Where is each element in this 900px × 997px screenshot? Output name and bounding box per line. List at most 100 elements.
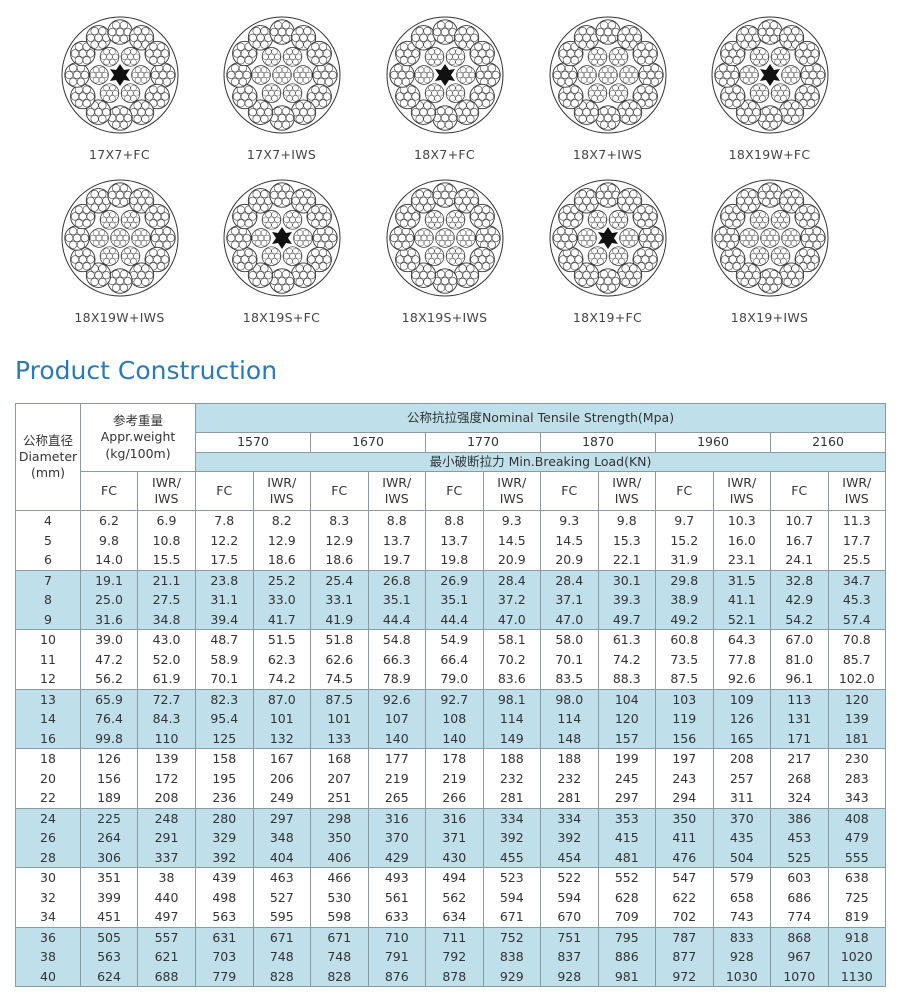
value-cell: 206 [252,768,311,788]
value-cell: 58.1 [482,629,541,650]
rope-diagram [60,178,180,298]
header-line: IWR/ [382,474,412,490]
data-row: 16 99.8 110 125 132 133 140 140 149 148 157 156 165 1… [15,728,887,749]
value-cell: 370 [712,807,771,828]
value-cell: 41.1 [712,590,771,610]
value-cell: 149 [482,728,541,749]
value-cell: 454 [540,847,599,868]
value-cell: 45.3 [827,590,887,610]
value-cell: 251 [310,788,369,808]
value-cell: 39.0 [80,629,138,650]
value-cell: 28.4 [482,569,541,590]
value-cell: 83.6 [482,669,541,689]
value-cell: 13.7 [367,530,426,550]
data-row: 34 451 497 563 595 598 633 634 671 670 709 702 743 77… [15,907,887,927]
value-cell: 792 [425,947,484,967]
rope-gallery: 17X7+FC 17X7+IWS 18X7+FC 18X7+IWS 18X19W+FC 1… [0,0,900,330]
value-cell: 711 [425,926,484,947]
data-row: 9 31.6 34.8 39.4 41.7 41.9 44.4 44.4 47.0 47.0 49.… [15,609,887,630]
rope-diagram [548,15,668,135]
value-cell: 9.8 [80,530,138,550]
value-cell: 557 [137,926,196,947]
value-cell: 60.8 [655,629,714,650]
value-cell: 125 [195,728,254,749]
value-cell: 638 [827,867,887,888]
value-cell: 918 [827,926,887,947]
value-cell: 113 [770,688,829,709]
value-cell: 306 [80,847,138,868]
value-cell: 527 [252,887,311,907]
value-cell: 311 [712,788,771,808]
value-cell: 23.8 [195,569,254,590]
grade-header: 1770 [425,432,541,453]
value-cell: 47.0 [482,609,541,630]
sub-header: FC [655,471,714,511]
value-cell: 15.5 [137,550,196,570]
value-cell: 225 [80,807,138,828]
data-row: 5 9.8 10.8 12.2 12.9 12.9 13.7 13.7 14.5 14.5 15.3… [15,530,887,550]
value-cell: 710 [367,926,426,947]
value-cell: 324 [770,788,829,808]
sub-header: IWR/IWS [367,471,426,511]
value-cell: 709 [597,907,656,927]
value-cell: 62.6 [310,649,369,669]
value-cell: 140 [425,728,484,749]
value-cell: 57.4 [827,609,887,630]
header-line: FC [791,482,808,498]
value-cell: 16.7 [770,530,829,550]
value-cell: 928 [712,947,771,967]
value-cell: 265 [367,788,426,808]
header-line: FC [561,482,578,498]
rope-item: 18X7+IWS [526,15,689,162]
rope-diagram [222,15,342,135]
value-cell: 371 [425,828,484,848]
value-cell: 73.5 [655,649,714,669]
value-cell: 109 [712,688,771,709]
header-line: IWS [729,491,754,506]
header-line: IWR/ [727,474,757,490]
value-cell: 505 [80,926,138,947]
header-line: IWS [499,491,524,506]
value-cell: 348 [252,828,311,848]
data-row: 11 47.2 52.0 58.9 62.3 62.6 66.3 66.4 70.2 70.1 74… [15,649,887,669]
value-cell: 110 [137,728,196,749]
value-cell: 297 [597,788,656,808]
construction-table: 公称直径 Diameter (mm) 参考重量 Appr.weight (kg/100m)… [15,403,887,987]
value-cell: 103 [655,688,714,709]
value-cell: 370 [367,828,426,848]
value-cell: 1070 [770,966,829,987]
value-cell: 671 [310,926,369,947]
value-cell: 65.9 [80,688,138,709]
value-cell: 350 [655,807,714,828]
value-cell: 156 [655,728,714,749]
value-cell: 37.1 [540,590,599,610]
rope-caption: 18X7+IWS [572,147,643,162]
value-cell: 101 [310,709,369,729]
value-cell: 64.3 [712,629,771,650]
header-line: IWS [614,491,639,506]
value-cell: 530 [310,887,369,907]
data-row: 40 624 688 779 828 828 876 878 929 928 981 972 1030 1… [15,966,887,987]
value-cell: 15.2 [655,530,714,550]
rope-caption: 18X19W+IWS [74,310,165,325]
value-cell: 114 [482,709,541,729]
grade-header: 1570 [195,432,311,453]
header-line: IWS [269,491,294,506]
value-cell: 525 [770,847,829,868]
value-cell: 522 [540,867,599,888]
header-line: FC [216,482,233,498]
value-cell: 621 [137,947,196,967]
value-cell: 291 [137,828,196,848]
rope-caption: 18X19+IWS [730,310,809,325]
sub-header: FC [80,471,138,511]
value-cell: 98.0 [540,688,599,709]
value-cell: 38.9 [655,590,714,610]
value-cell: 264 [80,828,138,848]
sub-header: FC [310,471,369,511]
value-cell: 35.1 [367,590,426,610]
value-cell: 47.2 [80,649,138,669]
value-cell: 481 [597,847,656,868]
diameter-cell: 10 [15,629,81,650]
value-cell: 74.2 [597,649,656,669]
